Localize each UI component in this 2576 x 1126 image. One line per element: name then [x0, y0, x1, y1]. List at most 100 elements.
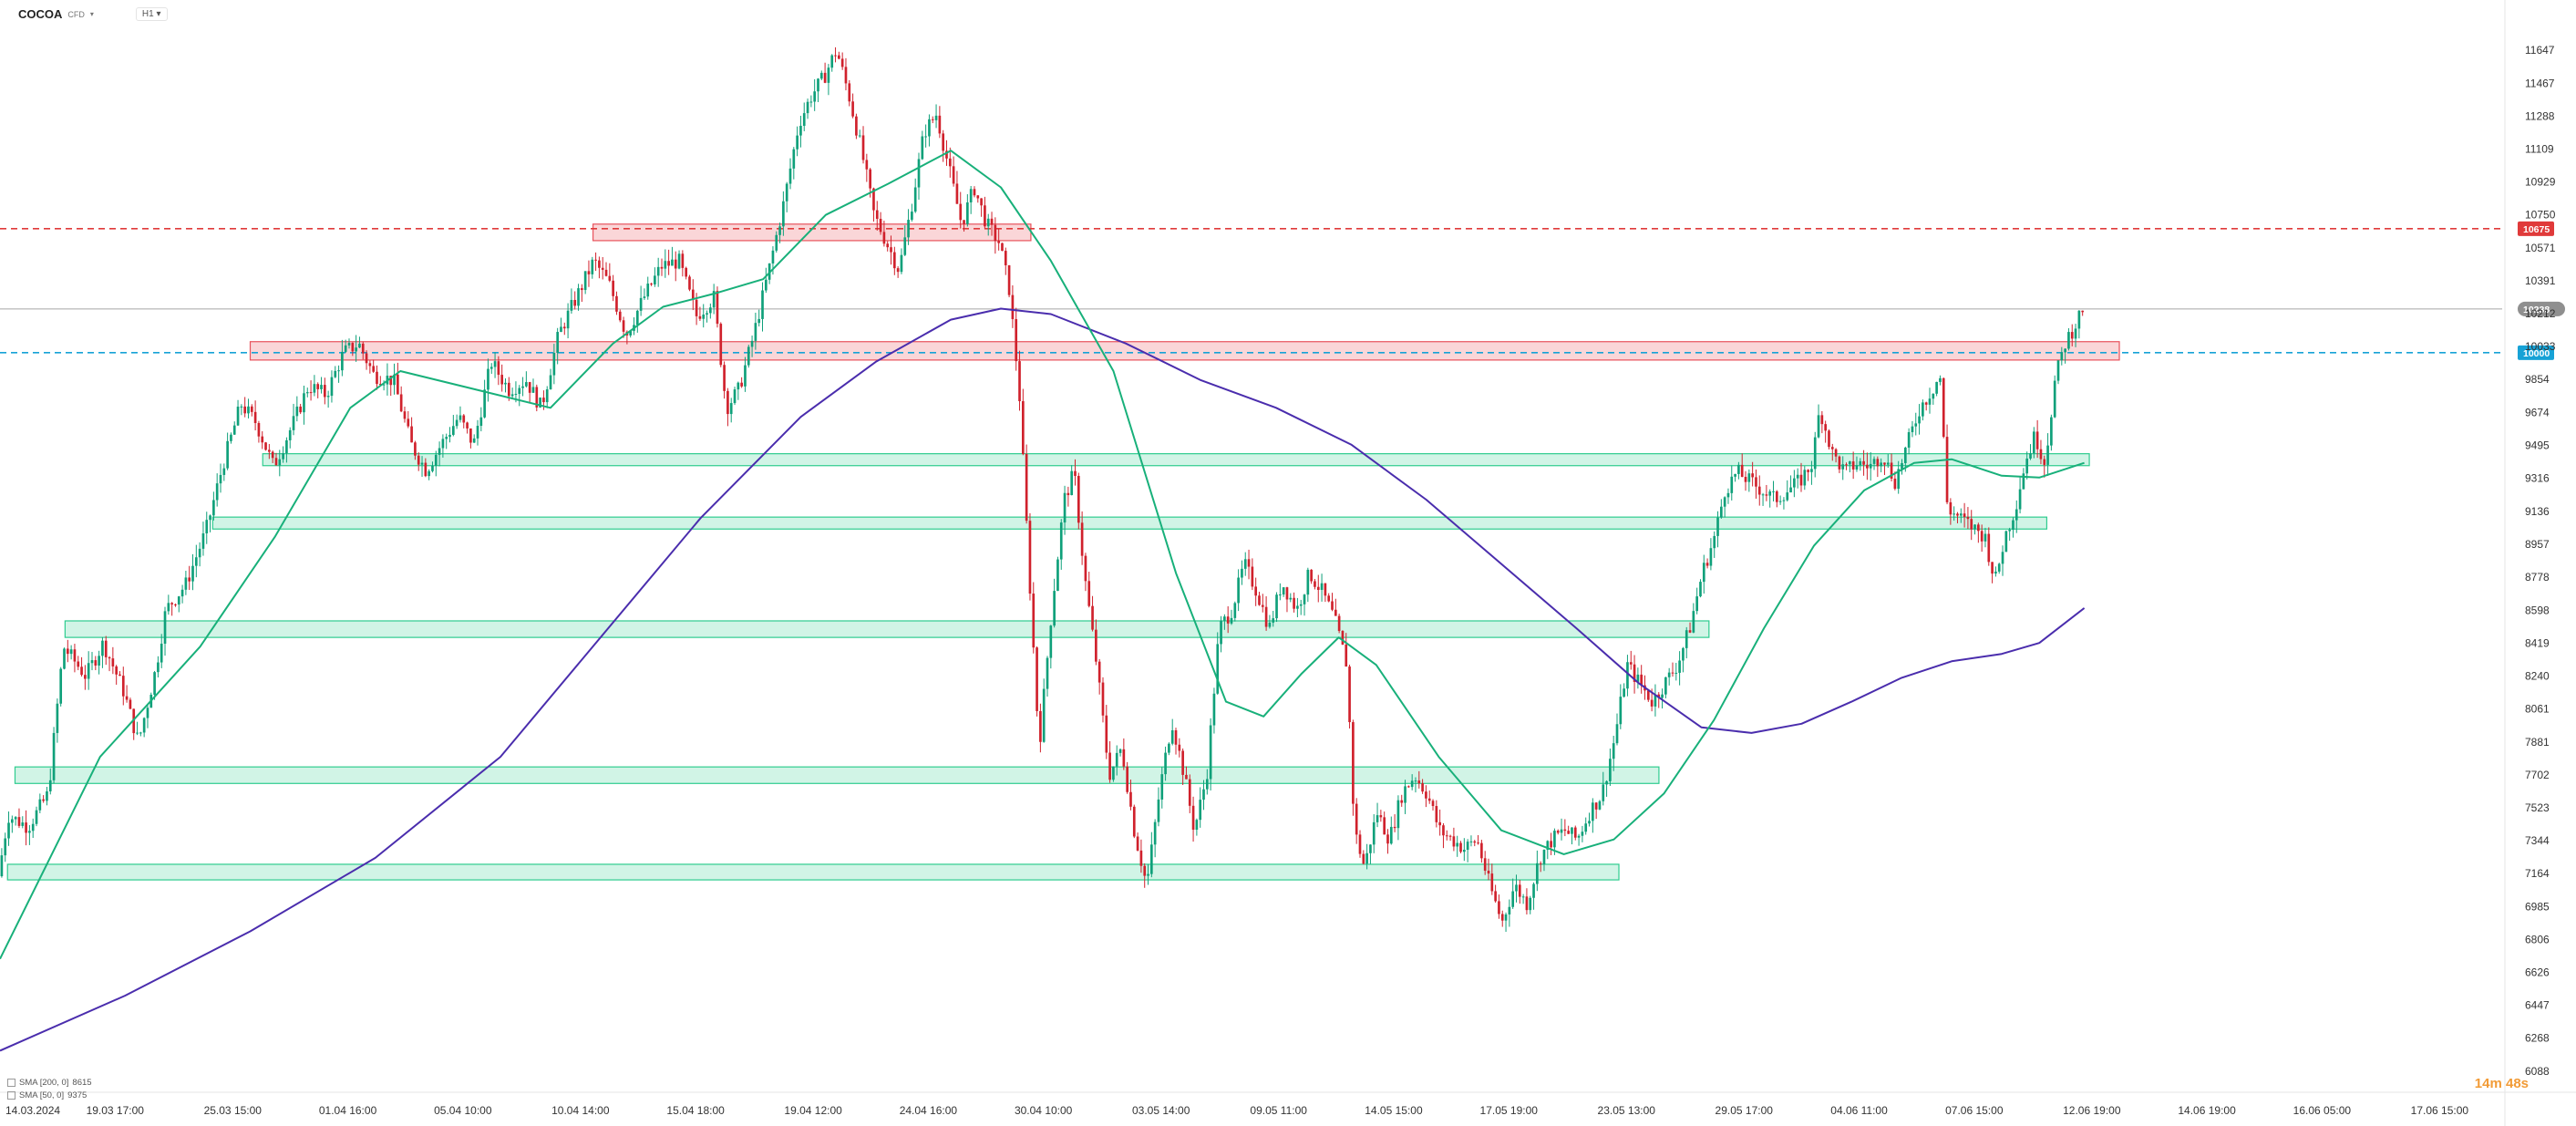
candle-body [1629, 662, 1633, 665]
candle-body [1803, 470, 1807, 486]
candle-body [577, 288, 580, 306]
candle-countdown-timer: 14m 48s [2474, 1076, 2529, 1091]
candle-body [1080, 522, 1084, 556]
candle-body [796, 135, 799, 150]
candle-body [924, 136, 927, 138]
candle-body [1042, 688, 1046, 742]
candle-body [84, 675, 87, 679]
candle-body [2008, 530, 2011, 532]
candle-body [643, 296, 646, 298]
candle-body [1813, 437, 1817, 470]
candle-body [681, 253, 685, 268]
candle-body [1584, 823, 1588, 832]
y-tick-label: 11647 [2525, 44, 2555, 57]
candle-body [393, 374, 396, 386]
candle-body [483, 389, 486, 418]
candle-body [1462, 850, 1466, 852]
candle-body [434, 454, 438, 466]
y-tick-label: 7702 [2525, 769, 2550, 781]
candle-body [1567, 831, 1570, 834]
chart-header: COCOA CFD ▾ H1 ▾ [18, 7, 168, 21]
indicator-sma50-legend[interactable]: SMA [50, 0] 9375 [7, 1090, 87, 1100]
candle-body [896, 268, 900, 273]
candle-body [163, 611, 167, 644]
candle-body [1108, 752, 1111, 780]
candle-body [667, 261, 670, 266]
candle-body [410, 426, 413, 443]
y-tick-label: 6268 [2525, 1032, 2550, 1045]
candle-body [1851, 461, 1855, 470]
x-tick-label: 07.06 15:00 [1945, 1104, 2004, 1117]
candle-body [1220, 620, 1222, 645]
candle-body [278, 459, 282, 466]
candle-body [1389, 826, 1393, 844]
candle-body [1924, 402, 1928, 405]
chevron-down-icon[interactable]: ▾ [89, 10, 94, 18]
candle-body [1396, 800, 1400, 829]
symbol-name[interactable]: COCOA [18, 7, 63, 21]
candle-body [174, 604, 177, 605]
candle-body [424, 462, 428, 477]
y-tick-label: 9854 [2525, 373, 2550, 386]
candle-body [1431, 801, 1435, 807]
candle-body [1056, 559, 1059, 592]
indicator-label: SMA [50, 0] [19, 1090, 65, 1100]
candle-body [1404, 786, 1406, 803]
candle-body [376, 371, 378, 385]
candle-body [56, 703, 59, 733]
candle-body [1153, 821, 1157, 845]
indicator-sma200-legend[interactable]: SMA [200, 0] 8615 [7, 1078, 92, 1088]
candle-body [201, 532, 205, 549]
candle-body [28, 831, 31, 833]
candle-body [948, 158, 952, 167]
candle-body [1011, 294, 1015, 320]
candle-body [1303, 594, 1306, 604]
price-label-bg-10238 [2518, 301, 2565, 316]
y-tick-label: 7881 [2525, 736, 2550, 749]
candle-body [1521, 896, 1525, 898]
candle-body [167, 603, 170, 612]
candle-body [1345, 644, 1348, 667]
sma50-line [0, 150, 2085, 960]
candle-body [42, 799, 45, 801]
candle-body [445, 437, 448, 439]
candle-body [326, 396, 330, 398]
candle-body [955, 183, 959, 204]
candle-body [4, 838, 7, 856]
candle-body [1233, 603, 1237, 618]
candle-body [1716, 517, 1719, 536]
candle-body [1032, 594, 1036, 648]
candle-body [1129, 791, 1132, 807]
x-tick-label: 17.06 15:00 [2411, 1104, 2469, 1117]
candle-body [309, 392, 313, 394]
candle-body [1025, 454, 1028, 522]
candle-body [1845, 464, 1848, 466]
candle-body [1734, 473, 1736, 477]
candle-body [510, 394, 514, 397]
candle-body [1223, 616, 1226, 621]
candle-body [303, 393, 305, 413]
candle-body [94, 660, 98, 666]
candle-body [1066, 492, 1070, 496]
checkbox-icon[interactable] [7, 1091, 15, 1100]
candle-body [1591, 802, 1594, 821]
candle-body [764, 279, 768, 291]
candle-body [1619, 697, 1623, 725]
candle-body [69, 649, 73, 655]
candle-body [1546, 841, 1550, 851]
candle-body [226, 440, 229, 469]
y-tick-label: 10391 [2525, 274, 2556, 287]
candle-body [612, 280, 614, 296]
candle-body [629, 330, 633, 336]
candle-body [63, 648, 66, 669]
candle-body [0, 855, 4, 877]
candle-body [1178, 744, 1181, 751]
timeframe-selector[interactable]: H1 ▾ [135, 7, 168, 21]
candle-body [1705, 563, 1709, 566]
checkbox-icon[interactable] [7, 1079, 15, 1087]
candle-body [17, 817, 21, 826]
candle-body [1678, 660, 1681, 673]
candle-body [1594, 802, 1598, 810]
candle-body [719, 324, 723, 366]
